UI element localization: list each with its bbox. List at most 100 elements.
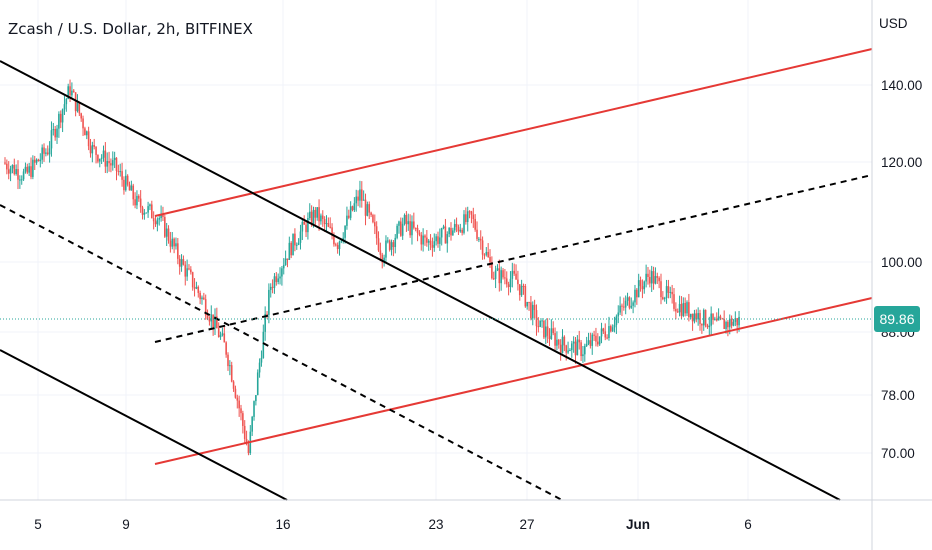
candle-body xyxy=(478,238,480,240)
candle-body xyxy=(604,331,607,338)
candle-body xyxy=(476,229,478,239)
candle-body xyxy=(177,243,179,259)
candle-body xyxy=(634,289,636,303)
candle-body xyxy=(126,175,129,185)
candle-body xyxy=(717,316,720,321)
candle-body xyxy=(149,204,151,207)
candle-body xyxy=(548,335,551,339)
candle-body xyxy=(405,215,408,225)
candle-body xyxy=(678,303,681,313)
candle-body xyxy=(437,236,439,244)
candle-body xyxy=(702,309,705,326)
candle-body xyxy=(225,342,227,355)
candle-body xyxy=(204,299,207,316)
candle-body xyxy=(24,166,27,172)
candle-body xyxy=(424,235,426,238)
candle-body xyxy=(308,211,311,218)
candle-body xyxy=(212,314,214,328)
candle-body xyxy=(504,277,506,279)
candle-body xyxy=(457,226,460,232)
lower-black-channel-line xyxy=(0,349,288,501)
price-tick-label: 100.00 xyxy=(881,255,922,270)
candle-body xyxy=(606,337,608,339)
candle-body xyxy=(151,204,153,219)
candle-body xyxy=(97,154,99,162)
candle-body xyxy=(329,226,332,228)
candle-body xyxy=(623,306,625,308)
candle-body xyxy=(663,297,666,300)
candle-body xyxy=(630,305,633,308)
candle-body xyxy=(494,270,497,279)
candle-body xyxy=(316,207,318,218)
candle-body xyxy=(697,313,699,320)
candle-body xyxy=(511,270,514,279)
candle-body xyxy=(217,328,220,338)
candle-body xyxy=(727,321,729,328)
candle-body xyxy=(290,242,292,256)
candle-body xyxy=(167,228,170,241)
candle-body xyxy=(102,150,105,158)
candle-body xyxy=(87,131,90,147)
candle-body xyxy=(110,163,112,166)
candle-body xyxy=(318,207,320,222)
candle-body xyxy=(427,240,430,243)
candle-body xyxy=(230,365,233,382)
candle-body xyxy=(17,169,19,180)
candle-body xyxy=(728,318,731,328)
candle-body xyxy=(409,221,411,236)
candle-body xyxy=(301,221,304,232)
candle-body xyxy=(637,280,640,298)
candle-body xyxy=(203,297,205,300)
candle-body xyxy=(689,313,692,318)
candle-body xyxy=(684,302,686,314)
candle-body xyxy=(693,313,696,322)
candle-body xyxy=(243,425,246,439)
candle-body xyxy=(470,211,473,215)
candle-body xyxy=(188,268,190,270)
candle-body xyxy=(256,372,259,396)
candle-body xyxy=(509,278,512,288)
candle-body xyxy=(559,344,562,353)
candle-body xyxy=(732,321,735,326)
candle-body xyxy=(565,345,568,353)
candle-body xyxy=(585,343,588,346)
candle-body xyxy=(32,159,34,177)
candle-body xyxy=(468,211,471,213)
candle-body xyxy=(201,297,203,300)
time-tick-label: 6 xyxy=(744,517,752,532)
candle-body xyxy=(671,291,673,295)
candle-body xyxy=(30,166,32,177)
candle-body xyxy=(242,413,244,426)
candle-body xyxy=(669,291,672,293)
candle-body xyxy=(479,238,482,241)
candle-body xyxy=(84,128,86,136)
candle-body xyxy=(541,320,543,322)
candle-body xyxy=(286,258,289,260)
candle-body xyxy=(440,228,443,238)
candle-body xyxy=(338,241,341,250)
candle-body xyxy=(134,199,136,206)
candle-body xyxy=(602,328,605,332)
candle-body xyxy=(76,102,79,112)
candle-body xyxy=(353,203,356,211)
candle-body xyxy=(349,206,352,218)
candle-body xyxy=(474,219,476,230)
candle-body xyxy=(394,237,397,248)
candle-body xyxy=(528,301,530,303)
candle-body xyxy=(712,313,714,320)
price-tick-label: 120.00 xyxy=(881,155,922,170)
price-tick-label: 78.00 xyxy=(881,388,915,403)
candle-body xyxy=(719,316,722,319)
candle-body xyxy=(37,159,40,162)
candle-body xyxy=(615,316,618,325)
candle-body xyxy=(19,179,21,181)
candle-body xyxy=(279,276,281,279)
candle-body xyxy=(281,268,283,277)
candle-body xyxy=(576,339,579,356)
candle-body xyxy=(355,196,358,204)
candle-body xyxy=(390,242,393,250)
candle-body xyxy=(182,259,185,265)
candle-body xyxy=(643,281,646,290)
